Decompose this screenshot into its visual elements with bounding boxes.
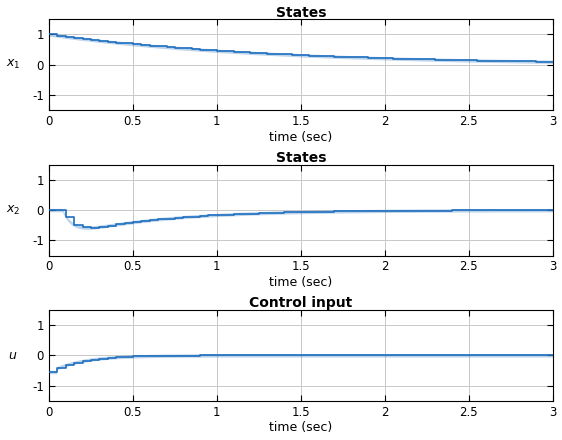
Y-axis label: $x_2$: $x_2$	[6, 204, 20, 216]
Title: States: States	[275, 151, 326, 165]
Title: States: States	[275, 6, 326, 19]
Y-axis label: $u$: $u$	[8, 349, 17, 362]
X-axis label: time (sec): time (sec)	[269, 422, 333, 434]
X-axis label: time (sec): time (sec)	[269, 131, 333, 144]
Title: Control input: Control input	[249, 296, 352, 310]
Y-axis label: $x_1$: $x_1$	[6, 58, 20, 71]
X-axis label: time (sec): time (sec)	[269, 276, 333, 289]
